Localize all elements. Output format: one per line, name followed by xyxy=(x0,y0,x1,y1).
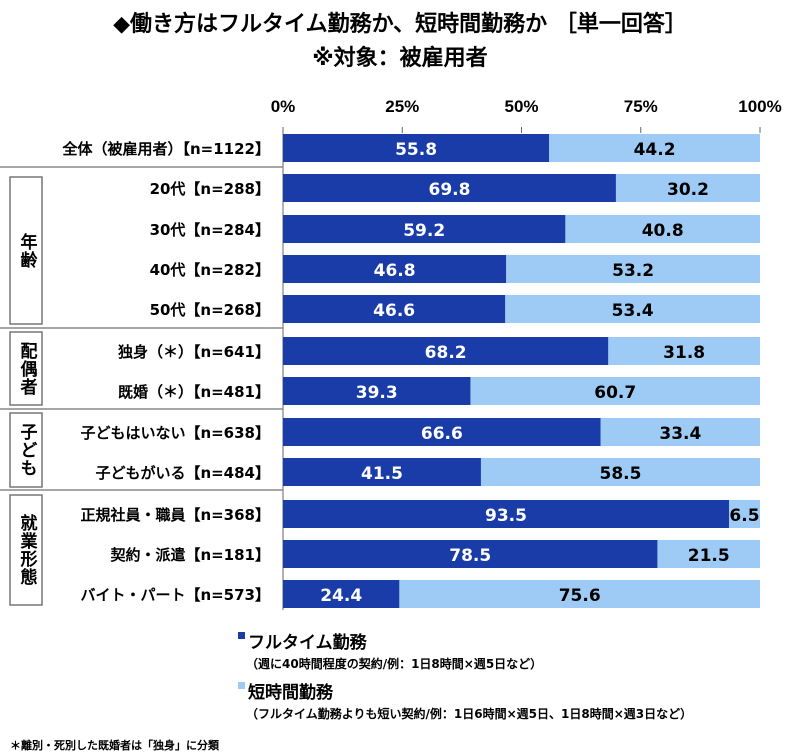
category-label: 20代【n=288】 xyxy=(150,180,270,198)
data-label: 39.3 xyxy=(356,383,398,403)
bar-fulltime xyxy=(283,540,658,568)
chart-title: ◆働き方はフルタイム勤務か、短時間勤務か ［単一回答］ xyxy=(113,12,687,37)
bar-parttime xyxy=(600,418,760,446)
bar-parttime xyxy=(608,337,760,365)
group-label-age: 年齢 xyxy=(10,177,42,324)
data-label: 66.6 xyxy=(421,424,463,444)
chart-subtitle: ※対象：被雇用者 xyxy=(312,46,488,71)
bar-fulltime xyxy=(283,580,400,608)
category-label: バイト・パート【n=573】 xyxy=(80,586,270,604)
data-label: 78.5 xyxy=(449,546,491,566)
group-label-children: 子ども xyxy=(10,413,42,487)
x-tick-label: 50% xyxy=(504,97,538,116)
bar-fulltime xyxy=(283,337,609,365)
data-label: 59.2 xyxy=(403,221,445,241)
data-label: 40.8 xyxy=(642,221,684,241)
bar-parttime xyxy=(470,377,760,405)
data-label: 21.5 xyxy=(688,546,730,566)
data-label: 31.8 xyxy=(663,343,705,363)
group-label-text: 配偶者 xyxy=(16,341,37,396)
data-label: 44.2 xyxy=(634,140,676,160)
category-label: 子どもはいない【n=638】 xyxy=(80,424,270,442)
bar-chart: 0% 25% 50% 75% 100% 全体（被雇用者）【n=1122】 55.8 44.2 2… xyxy=(0,97,782,610)
x-tick-label: 25% xyxy=(385,97,419,116)
group-box xyxy=(9,176,43,325)
data-label: 55.8 xyxy=(395,140,437,160)
data-label: 30.2 xyxy=(667,180,709,200)
data-label: 60.7 xyxy=(594,383,636,403)
data-label: 46.6 xyxy=(373,301,415,321)
bar-fulltime xyxy=(283,134,550,162)
category-label: 全体（被雇用者）【n=1122】 xyxy=(62,140,271,158)
data-label: 6.5 xyxy=(729,506,759,526)
data-label: 46.8 xyxy=(374,261,416,281)
data-label: 69.8 xyxy=(428,180,470,200)
data-label: 58.5 xyxy=(600,464,642,484)
data-label: 53.2 xyxy=(612,261,654,281)
legend-parttime: 短時間勤務 （フルタイム勤務よりも短い契約/例：1日6時間×週5日、1日8時間×… xyxy=(238,678,692,722)
group-box xyxy=(9,412,43,488)
data-label: 33.4 xyxy=(659,424,701,444)
bar-fulltime xyxy=(283,174,616,202)
group-box xyxy=(9,494,43,606)
bar-parttime xyxy=(506,255,760,283)
group-label-text: 年齢 xyxy=(16,232,37,269)
x-tick-label: 0% xyxy=(271,97,296,116)
bar-fulltime xyxy=(283,295,506,323)
bar-fulltime xyxy=(283,255,507,283)
category-label: 正規社員・職員【n=368】 xyxy=(80,506,270,524)
x-tick-label: 75% xyxy=(624,97,658,116)
data-label: 41.5 xyxy=(361,464,403,484)
legend-fulltime: フルタイム勤務 （週に40時間程度の契約/例：1日8時間×週5日など） xyxy=(238,628,542,672)
legend-desc-parttime: （フルタイム勤務よりも短い契約/例：1日6時間×週5日、1日8時間×週3日など） xyxy=(246,707,693,721)
legend-desc-fulltime: （週に40時間程度の契約/例：1日8時間×週5日など） xyxy=(246,657,543,671)
bar-fulltime xyxy=(283,215,566,243)
group-label-text: 子ども xyxy=(16,423,37,477)
data-label: 93.5 xyxy=(485,506,527,526)
category-label: 40代【n=282】 xyxy=(150,261,270,279)
x-tick-label: 100% xyxy=(738,97,781,116)
bar-parttime xyxy=(615,174,760,202)
category-label: 30代【n=284】 xyxy=(150,221,270,239)
bar-parttime xyxy=(480,458,760,486)
data-label: 53.4 xyxy=(612,301,654,321)
legend-label-parttime: 短時間勤務 xyxy=(248,683,333,703)
data-label: 75.6 xyxy=(559,586,601,606)
bar-fulltime xyxy=(283,377,471,405)
legend-label-fulltime: フルタイム勤務 xyxy=(248,633,367,653)
legend-swatch-parttime xyxy=(238,682,245,689)
data-label: 24.4 xyxy=(320,586,362,606)
group-box xyxy=(9,331,43,406)
group-label-employment: 就業形態 xyxy=(10,495,42,605)
bar-fulltime xyxy=(283,458,481,486)
bar-parttime xyxy=(549,134,760,162)
bar-parttime xyxy=(399,580,760,608)
footnote: ＊離別・死別した既婚者は「独身」に分類 xyxy=(10,739,219,752)
bar-fulltime xyxy=(283,500,729,528)
group-label-marital: 配偶者 xyxy=(10,332,42,405)
category-label: 50代【n=268】 xyxy=(150,301,270,319)
data-label: 68.2 xyxy=(425,343,467,363)
category-label: 子どもがいる【n=484】 xyxy=(95,464,270,482)
category-label: 既婚（＊）【n=481】 xyxy=(118,383,270,401)
bar-parttime xyxy=(728,500,760,528)
bar-parttime xyxy=(657,540,760,568)
legend-swatch-fulltime xyxy=(238,632,245,639)
group-label-text: 就業形態 xyxy=(16,514,37,586)
bar-parttime xyxy=(505,295,760,323)
bar-parttime xyxy=(565,215,760,243)
category-label: 独身（＊）【n=641】 xyxy=(118,343,270,361)
bar-fulltime xyxy=(283,418,601,446)
category-label: 契約・派遣【n=181】 xyxy=(109,546,270,564)
